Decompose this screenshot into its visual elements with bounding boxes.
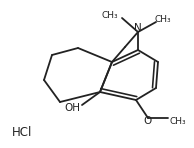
Text: N: N [134,23,142,33]
Text: CH₃: CH₃ [102,11,118,20]
Text: HCl: HCl [12,126,32,139]
Text: CH₃: CH₃ [170,116,186,126]
Text: OH: OH [64,103,80,113]
Text: O: O [144,116,152,126]
Text: CH₃: CH₃ [155,15,171,24]
